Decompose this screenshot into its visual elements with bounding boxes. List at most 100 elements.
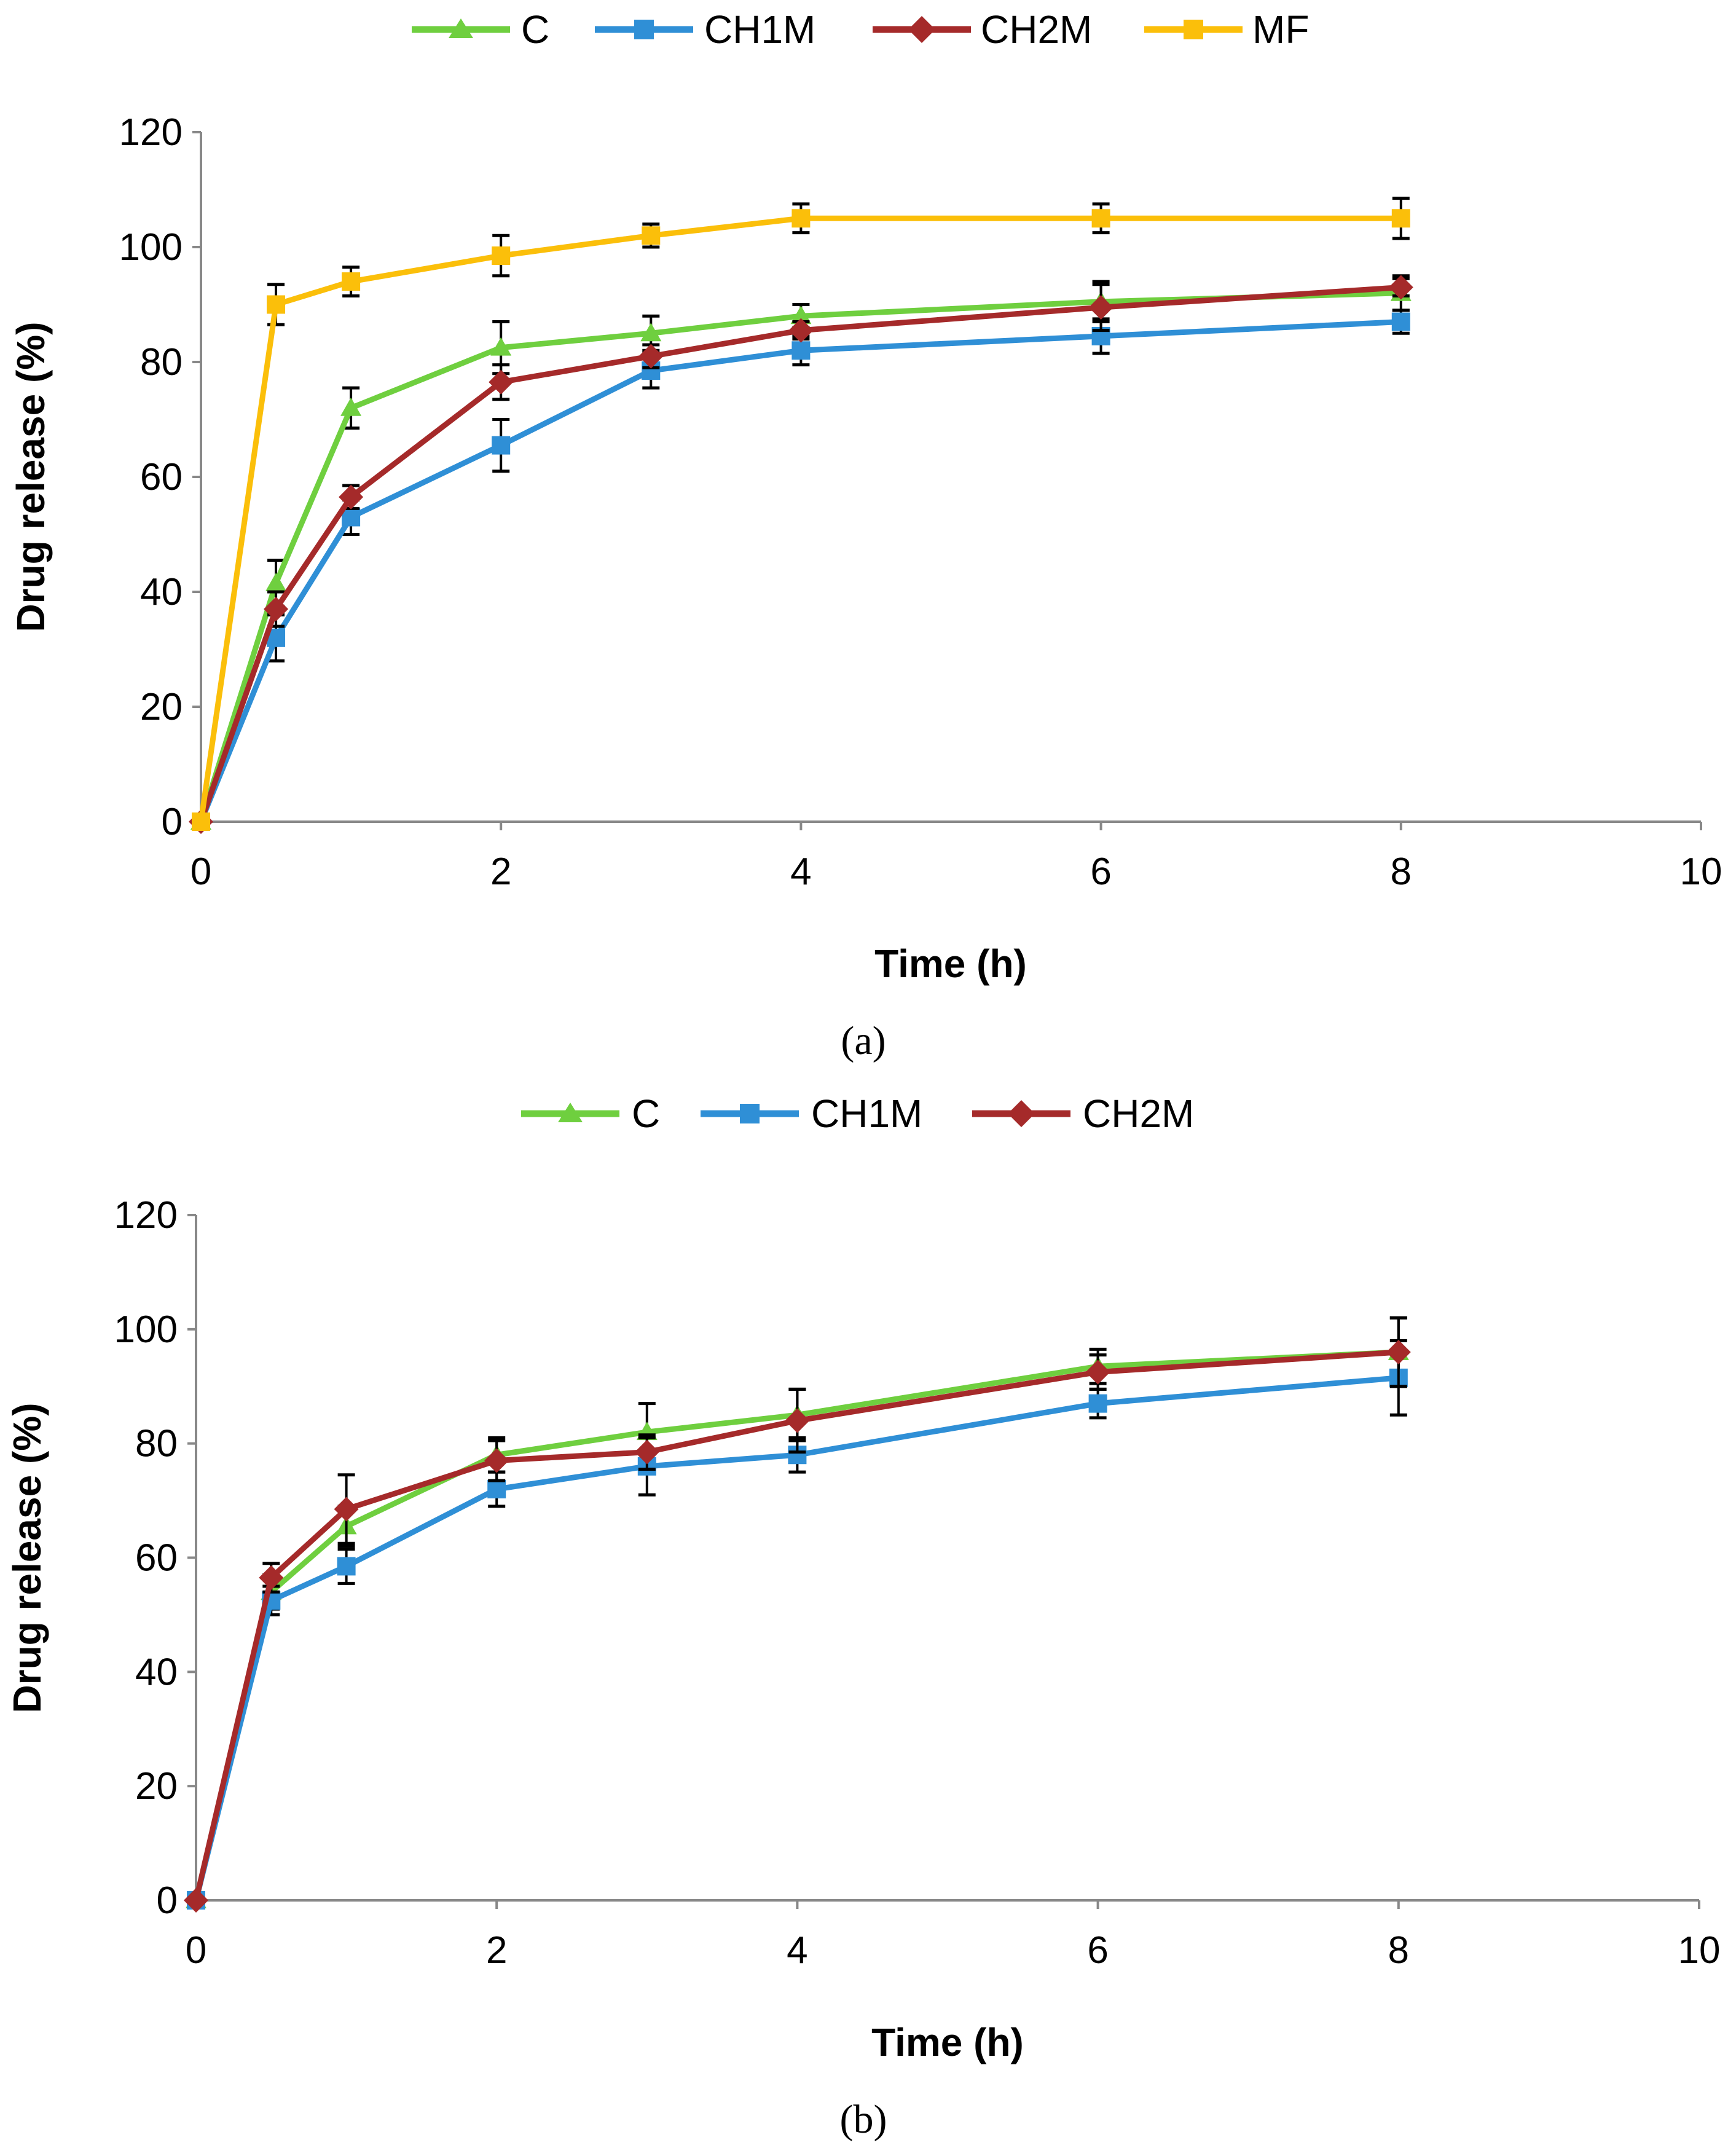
data-point-ch2m	[259, 1565, 284, 1591]
legend-label-ch1m: CH1M	[811, 1092, 922, 1136]
data-point-mf	[1091, 209, 1110, 228]
y-ticks-panel-b: 0 20 40 60 80 100 120	[114, 1194, 196, 1922]
data-point-ch2m	[489, 369, 514, 395]
series-line-ch1m	[198, 319, 1402, 823]
chart-panel-a: C CH1M CH2M MF 0 20 40 60 80 100 120 0 2 4 6 8	[9, 7, 1722, 1063]
y-axis-title-a: Drug release (%)	[9, 321, 53, 632]
y-tick-label: 120	[114, 1194, 178, 1237]
data-point-ch2m	[788, 318, 814, 343]
x-tick-label: 6	[1090, 851, 1111, 893]
legend-panel-a: C CH1M CH2M MF	[412, 7, 1309, 52]
x-tick-label: 10	[1680, 851, 1722, 893]
y-tick-label: 80	[135, 1423, 178, 1465]
data-point-ch2m	[1085, 1359, 1110, 1385]
data-point-ch2m	[1386, 1340, 1411, 1364]
x-tick-label: 0	[186, 1929, 206, 1972]
data-point-c	[340, 397, 362, 416]
series-mf	[192, 197, 1410, 831]
legend-entry-ch1m: CH1M	[595, 7, 815, 52]
y-tick-label: 100	[114, 1308, 178, 1351]
y-tick-label: 60	[140, 456, 183, 498]
axes-panel-b: 0 20 40 60 80 100 120 0 2 4 6 8 10	[114, 1194, 1721, 1972]
legend-entry-ch2m: CH2M	[873, 7, 1092, 52]
legend-label-c: C	[521, 7, 549, 52]
legend-marker-c	[558, 1103, 583, 1122]
x-tick-label: 8	[1388, 1929, 1409, 1972]
y-tick-label: 80	[140, 341, 183, 384]
data-point-c	[640, 323, 662, 342]
data-point-ch2m	[184, 1888, 208, 1913]
x-tick-label: 4	[790, 851, 811, 893]
x-tick-label: 10	[1678, 1929, 1721, 1972]
x-tick-label: 6	[1087, 1929, 1108, 1972]
legend-entry-c: C	[412, 7, 549, 52]
data-point-ch2m	[1088, 295, 1113, 320]
y-tick-label: 20	[135, 1765, 178, 1808]
data-point-ch1m	[337, 1557, 356, 1576]
data-point-ch2m	[334, 1497, 359, 1522]
y-tick-label: 0	[162, 801, 183, 843]
y-tick-label: 0	[157, 1879, 178, 1922]
data-point-ch1m	[791, 341, 811, 360]
data-point-c	[790, 305, 812, 325]
data-point-c	[490, 337, 512, 356]
legend-label-mf: MF	[1252, 7, 1309, 52]
data-point-ch2m	[634, 1439, 659, 1465]
series-ch2m	[184, 1316, 1411, 1913]
x-tick-label: 0	[190, 851, 211, 893]
axes-panel-a: 0 20 40 60 80 100 120 0 2 4 6 8 10	[119, 111, 1722, 893]
data-point-ch1m	[1088, 1394, 1107, 1413]
legend-marker-ch2m	[908, 16, 935, 43]
legend-label-c: C	[632, 1092, 660, 1136]
series-line-ch2m	[198, 284, 1402, 823]
data-point-mf	[192, 812, 210, 831]
chart-panel-b: C CH1M CH2M 0 20 40 60 80 100 120 0 2 4 6 8 10 Time…	[5, 1092, 1720, 2142]
x-tick-label: 2	[490, 851, 511, 893]
series-line-c	[193, 1349, 1399, 1902]
data-point-mf	[642, 226, 661, 245]
data-point-mf	[267, 295, 286, 314]
data-point-mf	[342, 272, 361, 291]
y-tick-label: 60	[135, 1537, 178, 1580]
data-point-ch1m	[1391, 312, 1410, 331]
legend-marker-ch1m	[740, 1104, 760, 1123]
x-tick-label: 8	[1391, 851, 1412, 893]
data-point-mf	[492, 246, 511, 266]
data-point-ch2m	[1388, 275, 1413, 300]
data-point-ch2m	[264, 597, 289, 622]
series-ch1m	[192, 309, 1410, 831]
y-axis-title-b: Drug release (%)	[5, 1403, 49, 1713]
data-point-ch2m	[785, 1408, 810, 1433]
legend-marker-mf	[1184, 20, 1203, 39]
y-tick-label: 40	[140, 571, 183, 613]
plot-area-panel-a	[189, 197, 1413, 834]
x-ticks-panel-b: 0 2 4 6 8 10	[186, 1900, 1721, 1972]
legend-entry-mf: MF	[1144, 7, 1309, 52]
plot-area-panel-b	[184, 1316, 1411, 1913]
legend-entry-c: C	[521, 1092, 660, 1136]
legend-label-ch2m: CH2M	[981, 7, 1092, 52]
legend-marker-ch1m	[634, 20, 654, 39]
data-point-ch2m	[484, 1448, 509, 1473]
data-point-c	[265, 572, 287, 591]
legend-panel-b: C CH1M CH2M	[521, 1092, 1194, 1136]
series-line-ch1m	[193, 1375, 1399, 1902]
series-line-c	[198, 290, 1401, 823]
x-axis-title-a: Time (h)	[874, 942, 1027, 986]
data-point-ch2m	[638, 344, 664, 369]
legend-entry-ch2m: CH2M	[972, 1092, 1194, 1136]
x-tick-label: 2	[486, 1929, 507, 1972]
legend-marker-ch2m	[1008, 1100, 1035, 1127]
series-line-ch2m	[193, 1349, 1399, 1902]
series-line-mf	[198, 215, 1401, 822]
x-axis-title-b: Time (h)	[871, 2020, 1024, 2064]
x-tick-label: 4	[787, 1929, 807, 1972]
y-tick-label: 20	[140, 686, 183, 728]
panel-label-b: (b)	[840, 2097, 887, 2142]
data-point-ch1m	[487, 1480, 506, 1498]
legend-marker-c	[449, 18, 473, 38]
data-point-mf	[1391, 209, 1410, 228]
legend-label-ch1m: CH1M	[704, 7, 815, 52]
data-point-ch1m	[492, 436, 511, 455]
